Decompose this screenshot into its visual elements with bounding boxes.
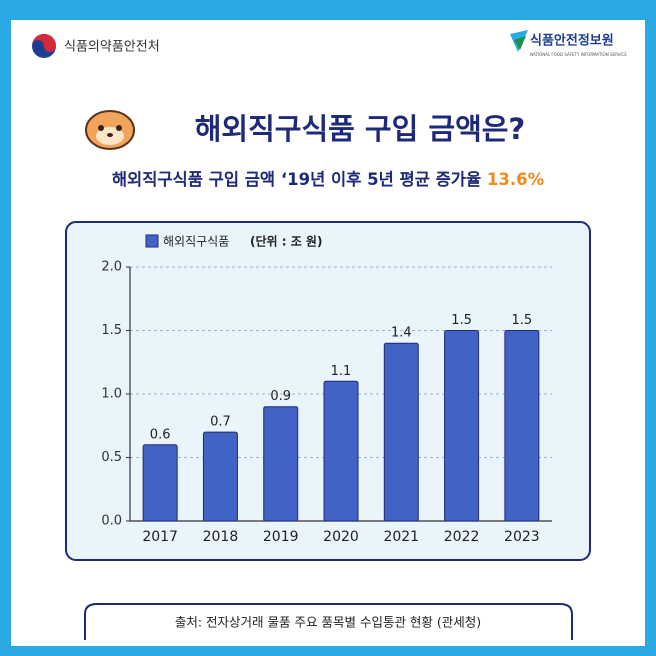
footer-box <box>84 603 573 640</box>
bar <box>142 444 178 522</box>
y-tick-label: 1.5 <box>101 323 122 338</box>
source: 출처: 전자상거래 물품 주요 품목별 수입통관 현황 (관세청) <box>175 615 481 630</box>
chart-title: 해외직구식품 구입 금액은? <box>195 112 526 146</box>
y-tick-label: 2.0 <box>101 260 122 275</box>
subtitle-text: 해외직구식품 구입 금액 ‘19년 이후 5년 평균 증가율 <box>112 169 481 189</box>
legend-swatch <box>145 234 159 248</box>
value-label: 1.5 <box>451 313 472 328</box>
bar <box>444 330 480 522</box>
subtitle: 해외직구식품 구입 금액 ‘19년 이후 5년 평균 증가율 13.6% <box>112 169 545 189</box>
value-label: 1.5 <box>512 313 533 328</box>
right-logo-text: 식품안전정보원 <box>530 33 614 49</box>
x-tick-label: 2023 <box>504 529 540 545</box>
subtitle-highlight: 13.6% <box>487 170 545 189</box>
left-logo-text: 식품의약품안전처 <box>64 40 160 55</box>
x-tick-label: 2019 <box>263 529 299 545</box>
right-logo-sub: NATIONAL FOOD SAFETY INFORMATION SERVICE <box>530 52 627 57</box>
value-label: 0.9 <box>270 389 291 404</box>
legend-label: 해외직구식품 <box>163 235 229 249</box>
value-label: 1.1 <box>331 364 352 379</box>
bar <box>504 330 540 522</box>
bar <box>383 342 419 522</box>
x-tick-label: 2018 <box>203 529 239 545</box>
right-logo: 식품안전정보원 NATIONAL FOOD SAFETY INFORMATION… <box>510 30 627 57</box>
y-tick-label: 0.0 <box>101 514 122 529</box>
bar <box>323 380 359 522</box>
plot: 0.0 0.5 1.0 1.5 2.0 해외직구식품 (단위 : 조 원) 2017 0.6 20… <box>101 234 552 545</box>
x-tick-label: 2020 <box>323 529 359 545</box>
mascot <box>85 110 135 150</box>
unit-label: (단위 : 조 원) <box>250 234 322 249</box>
y-tick-label: 0.5 <box>101 450 122 465</box>
x-tick-label: 2022 <box>444 529 480 545</box>
left-logo: 식품의약품안전처 <box>32 34 160 58</box>
x-tick-label: 2017 <box>142 529 178 545</box>
value-label: 0.6 <box>150 427 171 442</box>
x-tick-label: 2021 <box>383 529 419 545</box>
y-tick-label: 1.0 <box>101 387 122 402</box>
bar <box>263 406 299 522</box>
value-label: 0.7 <box>210 415 231 430</box>
bar <box>202 431 238 522</box>
value-label: 1.4 <box>391 326 412 341</box>
